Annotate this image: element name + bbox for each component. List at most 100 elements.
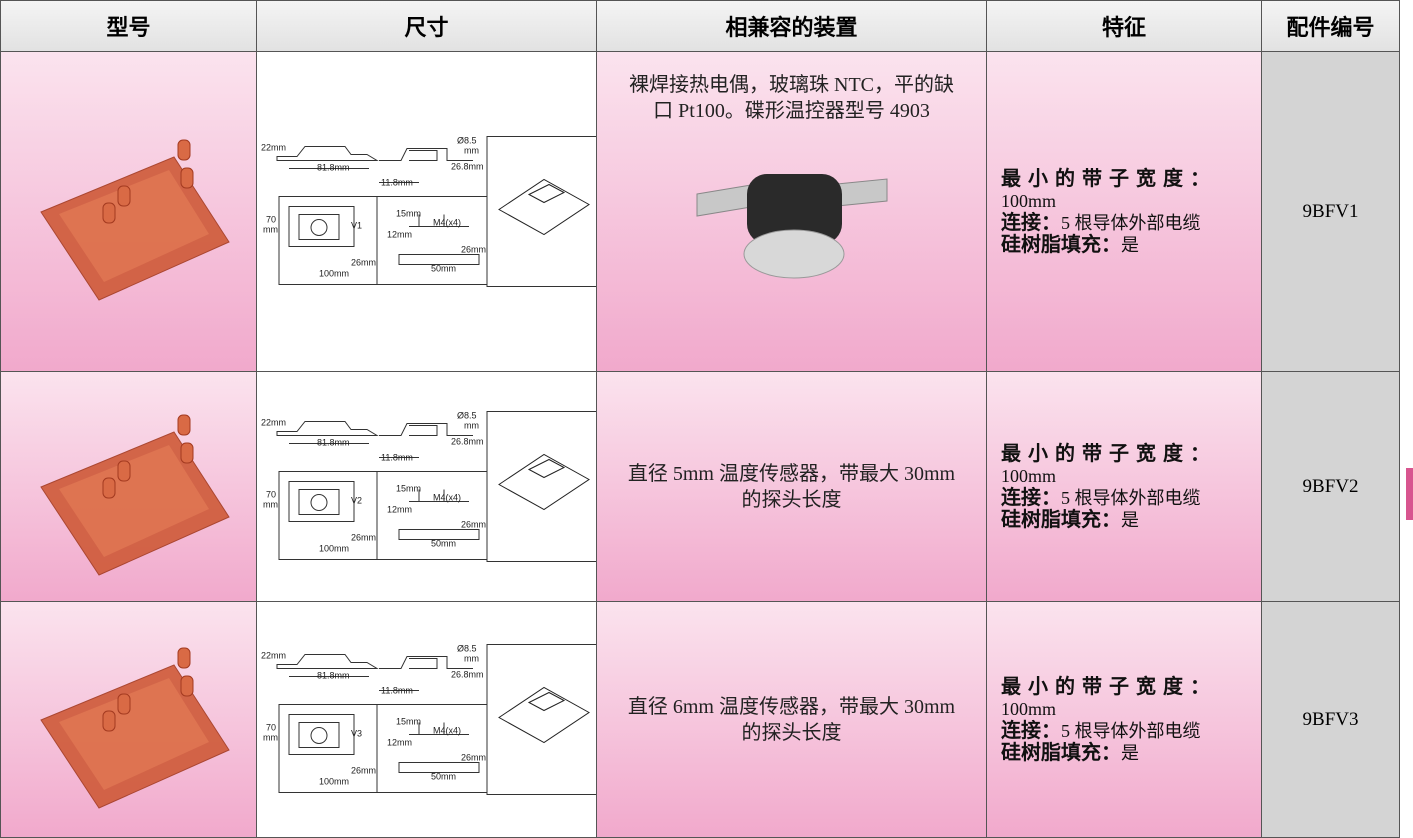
profile-left xyxy=(276,421,379,444)
feature: 硅树脂填充：是 xyxy=(1001,509,1247,531)
compatible-cell: 直径 5mm 温度传感器，带最大 30mm 的探头长度 xyxy=(597,372,987,602)
base-hole xyxy=(310,727,328,744)
dimension-label: 26mm xyxy=(461,753,486,763)
thermostat-image xyxy=(696,174,887,279)
feature: 连接：5 根导体外部电缆 xyxy=(1001,487,1247,509)
base-view xyxy=(288,206,355,247)
feature-value: 100mm xyxy=(1001,190,1057,211)
header-text: 相兼容的装置 xyxy=(725,15,858,40)
box-right xyxy=(486,644,596,795)
dimension-label: 70 xyxy=(266,215,276,225)
product-cell xyxy=(0,602,257,838)
dimension-label: 70 xyxy=(266,490,276,500)
dimension-label: 12mm xyxy=(387,230,412,240)
dimension-label: 50mm xyxy=(431,264,456,274)
header-cell: 型号 xyxy=(0,0,257,52)
post xyxy=(177,139,191,161)
feature: 连接：5 根导体外部电缆 xyxy=(1001,212,1247,234)
feature-value: 5 根导体外部电缆 xyxy=(1061,720,1201,741)
profile-left xyxy=(276,654,379,677)
feature-label: 连接： xyxy=(1001,486,1061,509)
header-cell: 配件编号 xyxy=(1262,0,1400,52)
dimension-label: 26.8mm xyxy=(451,162,484,172)
feature: 最小的带子宽度： 100mm xyxy=(1001,443,1247,487)
features-cell: 最小的带子宽度： 100mm 连接：5 根导体外部电缆 硅树脂填充：是 xyxy=(987,52,1262,372)
dimension-label: mm xyxy=(464,146,479,156)
feature-label: 连接： xyxy=(1001,211,1061,234)
compatible-cell: 直径 6mm 温度传感器，带最大 30mm 的探头长度 xyxy=(597,602,987,838)
header-text: 型号 xyxy=(106,15,151,40)
header-text: 特征 xyxy=(1101,15,1146,40)
clamp-view xyxy=(398,489,480,540)
header-cell: 尺寸 xyxy=(257,0,597,52)
feature-value: 是 xyxy=(1121,742,1139,763)
side-tab xyxy=(1406,468,1413,520)
dimension-label: 11.8mm xyxy=(381,453,413,463)
feature-label: 硅树脂填充： xyxy=(1001,741,1121,764)
header-cell: 相兼容的装置 xyxy=(597,0,987,52)
header-cell: 特征 xyxy=(987,0,1262,52)
product-cell xyxy=(0,372,257,602)
post xyxy=(102,202,116,224)
dimension-label: 12mm xyxy=(387,738,412,748)
features-cell: 最小的带子宽度： 100mm 连接：5 根导体外部电缆 硅树脂填充：是 xyxy=(987,602,1262,838)
dimension-label: 11.8mm xyxy=(381,178,413,188)
dimension-label: Ø8.5 xyxy=(457,411,477,421)
dimension-label: mm xyxy=(263,500,278,510)
dimension-label: 12mm xyxy=(387,505,412,515)
post xyxy=(180,442,194,464)
dimension-label: 81.8mm xyxy=(317,671,350,681)
dimension-label: mm xyxy=(263,733,278,743)
feature-value: 100mm xyxy=(1001,698,1057,719)
iso-view xyxy=(498,178,590,236)
product-image xyxy=(40,139,230,301)
profile-left xyxy=(276,146,379,169)
header-text: 配件编号 xyxy=(1286,15,1375,40)
dimension-label: 15mm xyxy=(396,484,421,494)
base-view xyxy=(288,714,355,755)
product-cell xyxy=(0,52,257,372)
post xyxy=(180,675,194,697)
dimension-label: Ø8.5 xyxy=(457,644,477,654)
base-view xyxy=(288,481,355,522)
feature-value: 5 根导体外部电缆 xyxy=(1061,487,1201,508)
plate-top xyxy=(59,445,209,557)
part-cell: 9BFV3 xyxy=(1262,602,1400,838)
feature-label: 连接： xyxy=(1001,719,1061,742)
header-text: 尺寸 xyxy=(404,15,449,40)
diagram-cell: 22mm Ø8.5 mm 81.8mm 26.8mm 11.8mm 70 mm V1 26mm 10… xyxy=(257,52,597,372)
post xyxy=(117,185,131,207)
post xyxy=(102,710,116,732)
dimension-label: 15mm xyxy=(396,717,421,727)
feature-value: 100mm xyxy=(1001,465,1057,486)
dimension-label: Ø8.5 xyxy=(457,136,477,146)
dimension-label: 26mm xyxy=(351,258,376,268)
dimension-label: 26mm xyxy=(351,766,376,776)
part-cell: 9BFV1 xyxy=(1262,52,1400,372)
part-number: 9BFV3 xyxy=(1302,708,1359,730)
dimension-label: 26mm xyxy=(461,520,486,530)
feature: 硅树脂填充：是 xyxy=(1001,234,1247,256)
dimension-label: 70 xyxy=(266,723,276,733)
iso-view xyxy=(498,686,590,744)
feature: 连接：5 根导体外部电缆 xyxy=(1001,720,1247,742)
dimension-label: M4(x4) xyxy=(433,726,461,736)
clamp-view xyxy=(398,722,480,773)
dimension-label: mm xyxy=(464,421,479,431)
dimension-label: 100mm xyxy=(319,269,349,279)
dimension-label: M4(x4) xyxy=(433,493,461,503)
feature: 最小的带子宽度： 100mm xyxy=(1001,676,1247,720)
plate xyxy=(40,139,230,301)
box-right xyxy=(486,411,596,562)
dimension-label: 50mm xyxy=(431,772,456,782)
feature-value: 5 根导体外部电缆 xyxy=(1061,212,1201,233)
part-cell: 9BFV2 xyxy=(1262,372,1400,602)
dimension-label: M4(x4) xyxy=(433,218,461,228)
dimension-label: 100mm xyxy=(319,777,349,787)
features-cell: 最小的带子宽度： 100mm 连接：5 根导体外部电缆 硅树脂填充：是 xyxy=(987,372,1262,602)
post xyxy=(102,477,116,499)
